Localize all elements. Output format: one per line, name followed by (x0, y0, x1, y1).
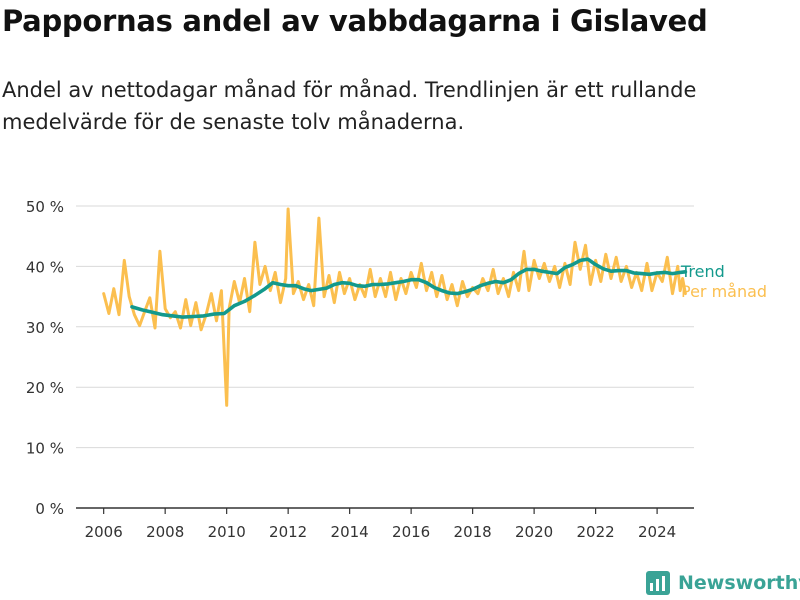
x-tick-label: 2020 (515, 523, 553, 541)
y-tick-label: 0 % (35, 500, 64, 518)
page-title: Pappornas andel av vabbdagarna i Gislave… (2, 4, 708, 38)
brand-name: Newsworthy (678, 572, 800, 594)
x-tick-label: 2018 (454, 523, 492, 541)
x-tick-label: 2022 (577, 523, 615, 541)
x-tick-label: 2010 (208, 523, 246, 541)
y-tick-label: 20 % (26, 379, 64, 397)
newsworthy-logo-icon (646, 571, 670, 595)
y-tick-label: 50 % (26, 198, 64, 216)
brand: Newsworthy (646, 567, 800, 599)
y-tick-label: 30 % (26, 319, 64, 337)
x-tick-label: 2008 (146, 523, 184, 541)
series-line-per-manad (102, 207, 687, 407)
x-tick-label: 2014 (331, 523, 369, 541)
x-tick-label: 2024 (638, 523, 676, 541)
page-subtitle: Andel av nettodagar månad för månad. Tre… (2, 78, 697, 134)
axes: 0 % 10 % 20 % 30 % 40 % 50 % 2006 2008 2010 2012 2… (26, 198, 694, 541)
legend-label-per-manad: Per månad (681, 282, 767, 301)
series-line-trend (130, 257, 688, 319)
x-tick-label: 2006 (85, 523, 123, 541)
x-tick-label: 2012 (269, 523, 307, 541)
x-tick-label: 2016 (392, 523, 430, 541)
series-lines (102, 207, 688, 407)
y-tick-label: 10 % (26, 440, 64, 458)
y-tick-label: 40 % (26, 258, 64, 276)
grid-lines (76, 205, 694, 449)
legend-label-trend: Trend (680, 262, 725, 281)
